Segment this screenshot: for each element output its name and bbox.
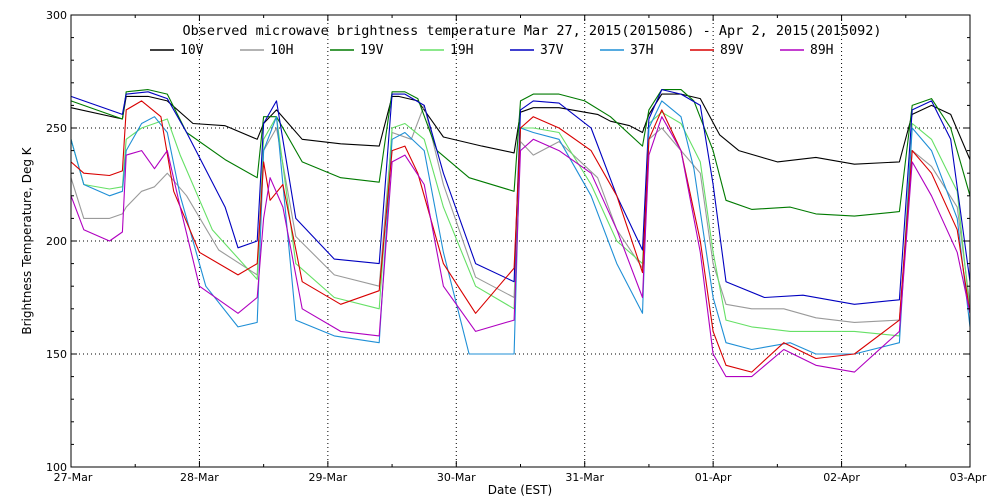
chart-title: Observed microwave brightness temperatur… xyxy=(183,23,882,39)
legend-label-37h: 37H xyxy=(630,43,653,58)
series-line-37h xyxy=(70,100,971,355)
x-tick-label: 01-Apr xyxy=(695,471,732,484)
series-line-10v xyxy=(70,93,971,165)
y-tick-label: 150 xyxy=(46,348,67,361)
legend-label-10v: 10V xyxy=(180,43,204,58)
axis-ticks: 100 150 200 250 300 27-Mar 28-Mar 29-Mar 30-Mar 3… xyxy=(46,9,987,484)
legend-label-19h: 19H xyxy=(450,43,473,58)
series-line-19v xyxy=(70,89,971,217)
legend-label-19v: 19V xyxy=(360,43,384,58)
x-tick-label: 02-Apr xyxy=(823,471,860,484)
x-tick-label: 28-Mar xyxy=(180,471,219,484)
legend-label-10h: 10H xyxy=(270,43,293,58)
series-line-19h xyxy=(70,111,971,337)
legend: 10V 10H 19V 19H 37V 37H 89V 89H xyxy=(150,43,833,58)
x-tick-label: 27-Mar xyxy=(54,471,93,484)
legend-label-89v: 89V xyxy=(720,43,744,58)
x-tick-label: 31-Mar xyxy=(565,471,604,484)
grid-lines xyxy=(71,15,970,467)
x-tick-label: 30-Mar xyxy=(437,471,476,484)
x-tick-label: 03-Apr xyxy=(950,471,987,484)
series-line-89v xyxy=(70,100,971,373)
legend-label-89h: 89H xyxy=(810,43,833,58)
y-tick-label: 200 xyxy=(46,235,67,248)
legend-label-37v: 37V xyxy=(540,43,564,58)
series-line-89h xyxy=(70,116,971,378)
x-axis-label: Date (EST) xyxy=(488,483,552,497)
series-lines xyxy=(70,89,971,378)
y-tick-label: 250 xyxy=(46,122,67,135)
y-axis-label: Brightness Temperature, Deg K xyxy=(20,146,34,334)
y-tick-label: 100 xyxy=(46,461,67,474)
y-tick-label: 300 xyxy=(46,9,67,22)
x-tick-label: 29-Mar xyxy=(308,471,347,484)
